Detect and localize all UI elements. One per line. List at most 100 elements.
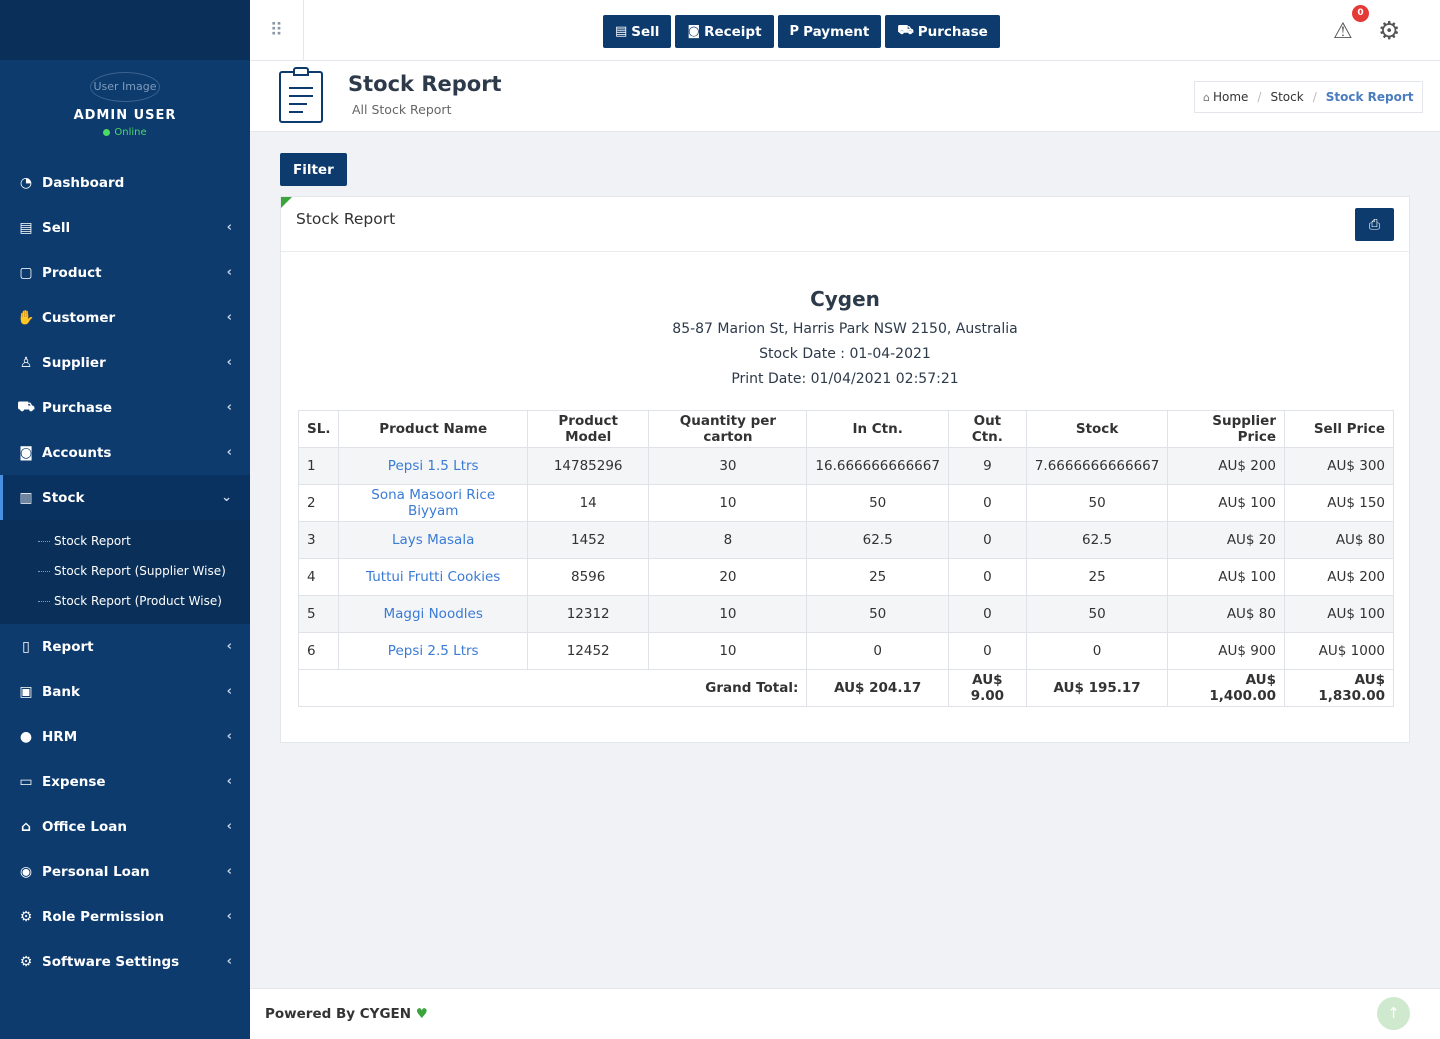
cell-in-ctn: 16.666666666667 <box>806 447 949 485</box>
product-link[interactable]: Lays Masala <box>338 521 528 559</box>
chevron-left-icon: ‹ <box>226 684 232 699</box>
cell-supplier-price: AU$ 100 <box>1167 484 1285 522</box>
submenu-item-stock-report-product-wise[interactable]: Stock Report (Product Wise) <box>0 586 250 616</box>
chevron-down-icon: ⌄ <box>221 490 232 505</box>
sidebar-menu: ◔ Dashboard ▤ Sell ‹ ▢ Product ‹ ✋ Customer ‹ ♙… <box>0 160 250 520</box>
sidebar-item-purchase[interactable]: ⛟ Purchase ‹ <box>0 385 250 430</box>
cell-quantity-per-carton: 8 <box>648 521 808 559</box>
sidebar-item-expense[interactable]: ▭ Expense ‹ <box>0 759 250 804</box>
tree-line-icon <box>38 600 50 602</box>
sidebar-item-label: Personal Loan <box>42 863 150 880</box>
product-link[interactable]: Pepsi 1.5 Ltrs <box>338 447 528 485</box>
sidebar-item-bank[interactable]: ▣ Bank ‹ <box>0 669 250 714</box>
book-icon: ▯ <box>22 638 30 655</box>
submenu-item-stock-report-supplier-wise[interactable]: Stock Report (Supplier Wise) <box>0 556 250 586</box>
stock-date: Stock Date : 01-04-2021 <box>759 346 931 362</box>
table-row: 1 Pepsi 1.5 Ltrs 14785296 30 16.66666666… <box>297 447 1394 485</box>
chevron-left-icon: ‹ <box>226 220 232 235</box>
breadcrumb-stock[interactable]: Stock <box>1270 90 1304 104</box>
printer-icon: ⎙ <box>1368 216 1381 232</box>
breadcrumb-home[interactable]: Home <box>1212 90 1249 104</box>
table-row: 5 Maggi Noodles 12312 10 50 0 50 AU$ 80 … <box>297 595 1394 633</box>
page-subtitle: All Stock Report <box>352 102 452 117</box>
box-icon: ▢ <box>19 264 33 281</box>
table-header-row: SL. Product Name Product Model Quantity … <box>297 410 1394 448</box>
sidebar-item-label: Office Loan <box>42 818 127 835</box>
cell-quantity-per-carton: 20 <box>648 558 808 596</box>
sidebar-item-product[interactable]: ▢ Product ‹ <box>0 250 250 295</box>
paypal-icon: P <box>789 24 800 39</box>
sidebar-item-hrm[interactable]: ● HRM ‹ <box>0 714 250 759</box>
column-header-in-ctn: In Ctn. <box>806 410 949 448</box>
filter-button[interactable]: Filter <box>280 153 347 186</box>
payment-button[interactable]: P Payment <box>777 15 882 48</box>
heart-icon: ♥ <box>415 1006 428 1022</box>
sidebar-item-software-settings[interactable]: ⚙ Software Settings ‹ <box>0 939 250 984</box>
scroll-to-top-button[interactable]: ↑ <box>1377 997 1410 1030</box>
sidebar-item-stock[interactable]: ▥ Stock ⌄ <box>0 475 250 520</box>
sidebar-item-label: Software Settings <box>42 953 180 970</box>
cell-supplier-price: AU$ 80 <box>1167 595 1285 633</box>
sidebar-item-label: Supplier <box>42 354 106 371</box>
cell-in-ctn: 0 <box>806 632 949 670</box>
stock-report-card: Stock Report ⎙ Cygen 85-87 Marion St, Ha… <box>280 196 1410 743</box>
user-panel: User Image ADMIN USER Online <box>0 60 250 160</box>
sidebar-item-office-loan[interactable]: ⌂ Office Loan ‹ <box>0 804 250 849</box>
cell-out-ctn: 0 <box>947 558 1027 596</box>
sidebar-menu-lower: ▯ Report ‹ ▣ Bank ‹ ● HRM ‹ ▭ Expense ‹ ⌂ Office … <box>0 624 250 984</box>
cart-icon: ⛟ <box>17 398 35 415</box>
table-row: 2 Sona Masoori Rice Biyyam 14 10 50 0 50… <box>297 484 1394 522</box>
table-row: 3 Lays Masala 1452 8 62.5 0 62.5 AU$ 20 … <box>297 521 1394 559</box>
online-dot-icon <box>103 128 111 136</box>
clipboard-icon <box>279 67 323 123</box>
sell-button[interactable]: ▤ Sell <box>603 15 672 48</box>
cell-sell-price: AU$ 300 <box>1284 447 1394 485</box>
product-link[interactable]: Maggi Noodles <box>338 595 528 633</box>
cell-stock: 0 <box>1025 632 1169 670</box>
purchase-button[interactable]: ⛟ Purchase <box>885 15 1000 48</box>
breadcrumb-separator: / <box>1312 90 1317 104</box>
print-button[interactable]: ⎙ <box>1355 208 1394 241</box>
sidebar-item-label: Bank <box>42 683 80 700</box>
chevron-left-icon: ‹ <box>226 445 232 460</box>
receipt-button[interactable]: ◙ Receipt <box>675 15 774 48</box>
column-header-stock: Stock <box>1025 410 1169 448</box>
chevron-left-icon: ‹ <box>226 819 232 834</box>
sidebar-item-dashboard[interactable]: ◔ Dashboard <box>0 160 250 205</box>
footer: Powered By CYGEN ♥ ↑ <box>250 988 1440 1039</box>
alert-triangle-icon[interactable]: ⚠ <box>1333 19 1353 44</box>
product-link[interactable]: Tuttui Frutti Cookies <box>338 558 528 596</box>
submenu-item-stock-report[interactable]: Stock Report <box>0 526 250 556</box>
cell-supplier-price: AU$ 900 <box>1167 632 1285 670</box>
tree-line-icon <box>38 570 50 572</box>
print-date: Print Date: 01/04/2021 02:57:21 <box>731 371 959 387</box>
sidebar-item-supplier[interactable]: ♙ Supplier ‹ <box>0 340 250 385</box>
cell-product-model: 12452 <box>526 632 650 670</box>
powered-by-label: Powered By CYGEN <box>265 1006 412 1022</box>
stock-table: SL. Product Name Product Model Quantity … <box>297 410 1394 707</box>
sidebar-item-accounts[interactable]: ◙ Accounts ‹ <box>0 430 250 475</box>
chevron-left-icon: ‹ <box>226 864 232 879</box>
page-title: Stock Report <box>348 72 502 96</box>
product-link[interactable]: Sona Masoori Rice Biyyam <box>338 484 528 522</box>
column-header-out-ctn: Out Ctn. <box>947 410 1027 448</box>
settings-gear-icon[interactable]: ⚙ <box>1378 16 1401 45</box>
sidebar-item-label: Purchase <box>42 399 113 416</box>
user-icon: ♙ <box>19 354 33 371</box>
table-row: 4 Tuttui Frutti Cookies 8596 20 25 0 25 … <box>297 558 1394 596</box>
apps-grid-icon[interactable]: ⠿ <box>250 0 304 60</box>
cell-out-ctn: 0 <box>947 521 1027 559</box>
sidebar-item-sell[interactable]: ▤ Sell ‹ <box>0 205 250 250</box>
cell-in-ctn: 50 <box>806 595 949 633</box>
sidebar-item-label: Dashboard <box>42 174 125 191</box>
sidebar-item-personal-loan[interactable]: ◉ Personal Loan ‹ <box>0 849 250 894</box>
product-link[interactable]: Pepsi 2.5 Ltrs <box>338 632 528 670</box>
card-title: Stock Report <box>296 210 396 228</box>
sidebar-item-customer[interactable]: ✋ Customer ‹ <box>0 295 250 340</box>
money-icon: ◙ <box>687 24 701 39</box>
gear-icon: ⚙ <box>19 908 33 925</box>
sidebar-item-role-permission[interactable]: ⚙ Role Permission ‹ <box>0 894 250 939</box>
credit-card-icon: ▭ <box>19 773 33 790</box>
footer-text: Powered By CYGEN ♥ <box>265 1006 428 1022</box>
sidebar-item-report[interactable]: ▯ Report ‹ <box>0 624 250 669</box>
